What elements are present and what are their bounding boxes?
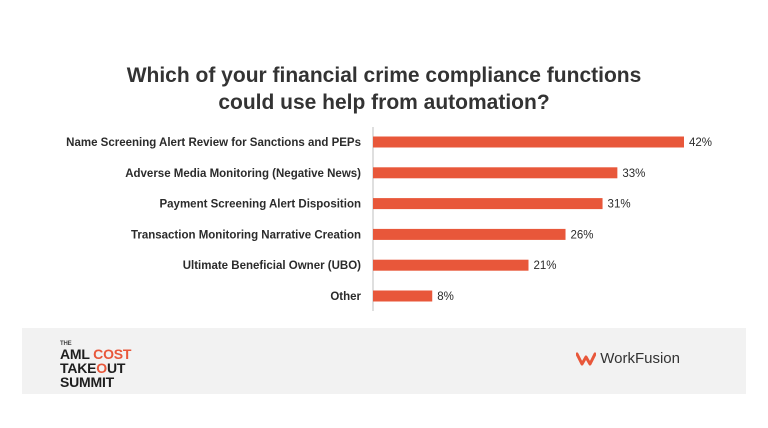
bar bbox=[373, 259, 529, 271]
bar bbox=[373, 167, 618, 179]
logo-the: THE bbox=[60, 341, 72, 347]
chart-title-line-2: could use help from automation? bbox=[218, 91, 550, 114]
category-label: Other bbox=[330, 291, 361, 303]
bar bbox=[373, 198, 603, 210]
workfusion-logo-icon bbox=[576, 352, 597, 365]
logo-line-3: SUMMIT bbox=[60, 374, 115, 390]
logo-o: O bbox=[96, 360, 107, 376]
bar bbox=[373, 136, 684, 148]
chart-title: Which of your financial crime compliance… bbox=[0, 62, 768, 116]
logo-aml: AML bbox=[60, 346, 94, 362]
value-label: 33% bbox=[622, 168, 645, 180]
footer-banner: THE AML COST TAKEOUT SUMMIT WorkFusion bbox=[22, 328, 746, 394]
category-label: Adverse Media Monitoring (Negative News) bbox=[125, 168, 361, 180]
value-label: 21% bbox=[534, 260, 557, 272]
bar-chart: Name Screening Alert Review for Sanction… bbox=[66, 127, 712, 311]
value-label: 8% bbox=[437, 291, 454, 303]
value-label: 31% bbox=[608, 199, 631, 211]
category-label: Name Screening Alert Review for Sanction… bbox=[66, 137, 361, 149]
value-label: 42% bbox=[689, 137, 712, 149]
category-label: Transaction Monitoring Narrative Creatio… bbox=[131, 229, 361, 241]
logo-cost: COST bbox=[93, 346, 132, 362]
logo-ut: UT bbox=[106, 360, 126, 376]
bar bbox=[373, 290, 433, 302]
value-label: 26% bbox=[571, 229, 594, 241]
logo-take: TAKE bbox=[60, 360, 97, 376]
logo-line-2: TAKEOUT bbox=[60, 361, 131, 375]
category-label: Payment Screening Alert Disposition bbox=[159, 199, 361, 211]
workfusion-brand-name: WorkFusion bbox=[600, 350, 680, 367]
category-label: Ultimate Beneficial Owner (UBO) bbox=[183, 260, 361, 272]
bar bbox=[373, 228, 566, 240]
workfusion-logo: WorkFusion bbox=[576, 350, 680, 367]
logo-line-1: AML COST bbox=[60, 347, 131, 361]
aml-summit-logo: THE AML COST TAKEOUT SUMMIT bbox=[60, 341, 131, 389]
chart-title-line-1: Which of your financial crime compliance… bbox=[126, 64, 642, 87]
